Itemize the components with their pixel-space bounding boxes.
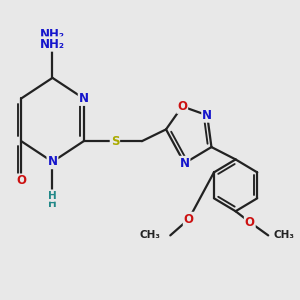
Text: NH₂: NH₂: [40, 38, 65, 50]
Text: H: H: [48, 190, 57, 201]
Text: H: H: [48, 199, 57, 208]
Text: N: N: [47, 155, 58, 168]
Text: N: N: [179, 157, 190, 170]
Text: N: N: [202, 109, 212, 122]
Text: N: N: [79, 92, 89, 105]
Text: O: O: [16, 174, 26, 188]
Text: CH₃: CH₃: [274, 230, 295, 240]
Text: H: H: [48, 190, 57, 201]
Text: CH₃: CH₃: [139, 230, 160, 240]
Text: S: S: [111, 135, 119, 148]
Text: O: O: [177, 100, 187, 113]
Text: NH₂: NH₂: [40, 28, 65, 41]
Text: O: O: [245, 216, 255, 229]
Text: O: O: [184, 213, 194, 226]
Text: H: H: [48, 39, 57, 49]
